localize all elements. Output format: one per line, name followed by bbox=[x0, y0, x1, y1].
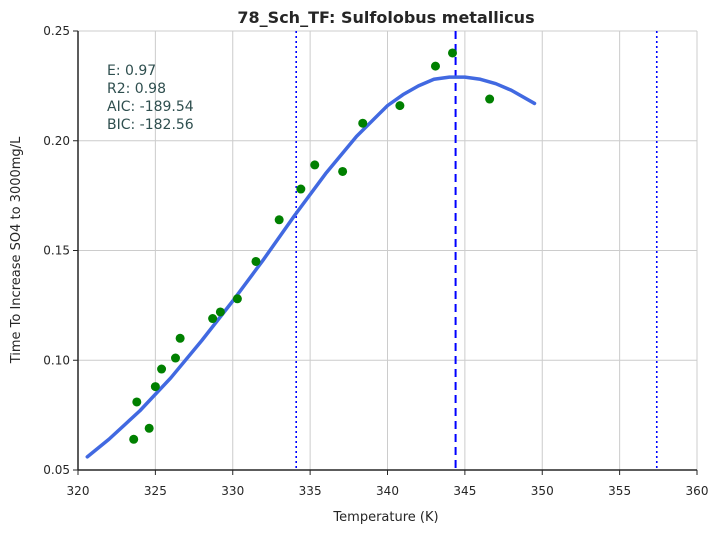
data-point bbox=[132, 397, 142, 407]
vertical-lines-layer bbox=[295, 31, 658, 470]
stat-bic: BIC: -182.56 bbox=[107, 117, 194, 133]
x-tick-label: 335 bbox=[299, 484, 322, 498]
points-layer bbox=[129, 48, 495, 444]
data-point bbox=[430, 61, 440, 71]
data-point bbox=[157, 364, 167, 374]
data-point bbox=[232, 294, 242, 304]
data-point bbox=[215, 307, 225, 317]
data-point bbox=[175, 333, 185, 343]
data-point bbox=[358, 118, 368, 128]
fit-curve-layer bbox=[85, 75, 537, 459]
x-tick-label: 330 bbox=[221, 484, 244, 498]
grid-layer bbox=[77, 30, 698, 471]
data-point bbox=[310, 160, 320, 170]
stat-r2: R2: 0.98 bbox=[107, 81, 166, 97]
chart-title: 78_Sch_TF: Sulfolobus metallicus bbox=[237, 8, 534, 27]
data-point bbox=[170, 353, 180, 363]
y-tick-label: 0.05 bbox=[43, 463, 70, 477]
x-tick-label: 340 bbox=[376, 484, 399, 498]
y-tick-label: 0.25 bbox=[43, 24, 70, 38]
y-tick-label: 0.20 bbox=[43, 134, 70, 148]
y-axis-label: Time To Increase SO4 to 3000mg/L bbox=[9, 136, 24, 364]
stat-e: E: 0.97 bbox=[107, 63, 156, 79]
stat-aic: AIC: -189.54 bbox=[107, 99, 194, 115]
data-point bbox=[296, 184, 306, 194]
x-tick-label: 320 bbox=[67, 484, 90, 498]
data-point bbox=[447, 48, 457, 58]
x-tick-label: 350 bbox=[531, 484, 554, 498]
x-tick-label: 360 bbox=[686, 484, 709, 498]
data-point bbox=[338, 166, 348, 176]
x-tick-label: 325 bbox=[144, 484, 167, 498]
x-axis-label: Temperature (K) bbox=[332, 510, 438, 525]
fit-curve-line bbox=[85, 75, 537, 459]
data-point bbox=[129, 434, 139, 444]
x-tick-label: 345 bbox=[453, 484, 476, 498]
data-point bbox=[208, 314, 218, 324]
y-tick-label: 0.15 bbox=[43, 244, 70, 258]
data-point bbox=[144, 423, 154, 433]
data-point bbox=[485, 94, 495, 104]
y-tick-label: 0.10 bbox=[43, 353, 70, 367]
x-tick-label: 355 bbox=[608, 484, 631, 498]
data-point bbox=[150, 382, 160, 392]
data-point bbox=[395, 101, 405, 111]
data-point bbox=[251, 256, 261, 266]
tick-labels-layer: 320 325 330 335 340 345 350 355 360 0.05 0.10 0.15 0… bbox=[43, 24, 708, 498]
data-point bbox=[274, 215, 284, 225]
